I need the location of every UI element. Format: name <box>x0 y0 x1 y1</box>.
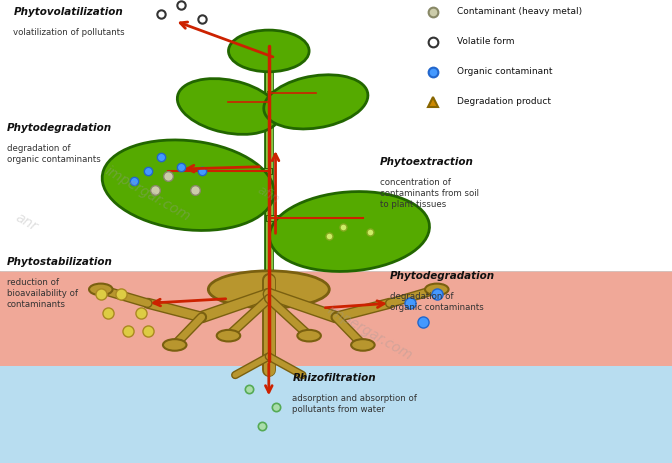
Text: impergar.com: impergar.com <box>325 303 415 363</box>
Text: volatilization of pollutants: volatilization of pollutants <box>13 28 125 37</box>
Text: Organic contaminant: Organic contaminant <box>457 67 552 76</box>
Text: Phytoextraction: Phytoextraction <box>380 157 474 168</box>
Ellipse shape <box>269 192 429 271</box>
Text: Phytostabilization: Phytostabilization <box>7 257 113 267</box>
Ellipse shape <box>351 339 375 351</box>
Text: adsorption and absorption of
pollutants from water: adsorption and absorption of pollutants … <box>292 394 417 413</box>
Text: impergar.com: impergar.com <box>103 164 193 225</box>
Bar <box>0 0 672 271</box>
Text: Phytodegradation: Phytodegradation <box>7 123 112 133</box>
Ellipse shape <box>177 79 280 134</box>
Ellipse shape <box>297 330 321 342</box>
Text: Phytovolatilization: Phytovolatilization <box>13 7 123 17</box>
Bar <box>0 366 672 463</box>
Ellipse shape <box>264 75 368 129</box>
Text: reduction of
bioavailability of
contaminants: reduction of bioavailability of contamin… <box>7 278 78 309</box>
Text: concentration of
contaminants from soil
to plant tissues: concentration of contaminants from soil … <box>380 178 478 209</box>
Ellipse shape <box>228 30 309 72</box>
Ellipse shape <box>216 330 241 342</box>
Text: Volatile form: Volatile form <box>457 37 515 46</box>
Ellipse shape <box>102 140 274 231</box>
Ellipse shape <box>163 339 187 351</box>
Text: anr: anr <box>13 210 40 234</box>
Text: degradation of
organic contaminants: degradation of organic contaminants <box>7 144 101 163</box>
Text: Degradation product: Degradation product <box>457 97 551 106</box>
Text: Phytodegradation: Phytodegradation <box>390 271 495 281</box>
Ellipse shape <box>425 283 449 295</box>
Bar <box>0 271 672 366</box>
Text: afin: afin <box>255 183 282 206</box>
Ellipse shape <box>208 271 329 308</box>
Text: degradation of
organic contaminants: degradation of organic contaminants <box>390 292 484 312</box>
Text: Rhizofiltration: Rhizofiltration <box>292 373 376 383</box>
Ellipse shape <box>89 283 113 295</box>
Text: Contaminant (heavy metal): Contaminant (heavy metal) <box>457 7 582 16</box>
